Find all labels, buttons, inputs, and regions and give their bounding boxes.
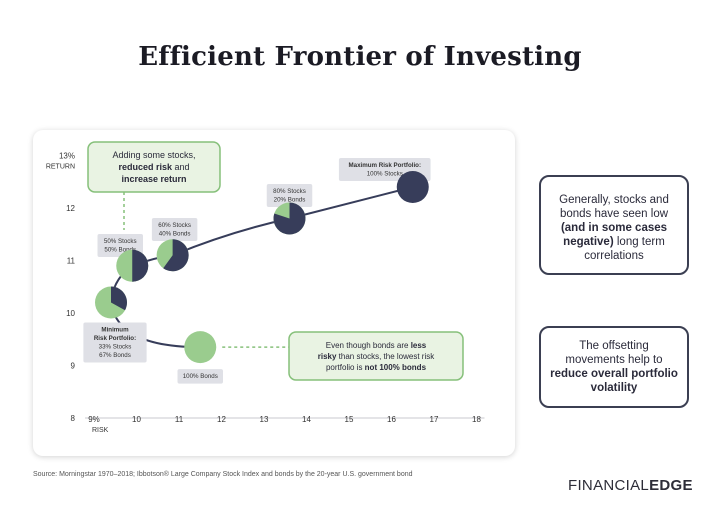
y-axis-label: RETURN <box>46 164 75 171</box>
y-tick-label: 12 <box>66 204 75 213</box>
y-tick-label: 8 <box>71 414 76 423</box>
y-tick-label: 10 <box>66 309 75 318</box>
min-risk-label-text: Risk Portfolio: <box>94 335 136 342</box>
x-tick-label: 17 <box>430 415 439 424</box>
bond-annotation-text: Even though bonds are <box>326 341 411 350</box>
stock-annotation-line: reduced risk and <box>118 162 189 172</box>
stock-annotation-text: Adding some stocks, <box>112 150 195 160</box>
frontier-line <box>109 186 413 349</box>
correlation-note: Generally, stocks and bonds have seen lo… <box>539 175 689 275</box>
stocks-60-label-text: 60% Stocks <box>158 222 191 229</box>
stock-annotation-line: increase return <box>121 174 186 184</box>
stock-annotation-text: and <box>172 162 190 172</box>
bond-annotation-text: than stocks, the lowest risk <box>336 352 435 361</box>
bond-only-label-box <box>177 369 223 384</box>
x-tick-label: 11 <box>175 415 184 424</box>
stock-annotation-box <box>87 141 221 193</box>
bond-annotation-text: portfolio is <box>326 363 365 372</box>
min-risk-label-text: 33% Stocks <box>99 344 132 351</box>
min-risk-label-text: Minimum <box>101 327 129 334</box>
chart-card: 9% 10 11 12 13 14 15 16 17 18 RISK 8 9 10 11 12 13% RETUR… <box>33 130 515 456</box>
max-risk-label-text: Maximum Risk Portfolio: <box>348 162 421 169</box>
stocks-60-label-text: 40% Bonds <box>159 231 191 238</box>
bond-annotation-bold: not 100% bonds <box>365 363 427 372</box>
x-tick-label: 18 <box>472 415 481 424</box>
stock-annotation-line: Adding some stocks, <box>112 150 195 160</box>
brand-logo: FINANCIALEDGE <box>568 477 693 494</box>
x-tick-label: 12 <box>217 415 226 424</box>
bond-annotation-line: risky than stocks, the lowest risk <box>318 352 436 361</box>
bond-annotation-line: Even though bonds are less <box>326 341 427 350</box>
pie-marker <box>184 331 217 364</box>
volatility-note: The offsetting movements help to reduce … <box>539 326 689 408</box>
y-tick-label: 13% <box>59 152 75 161</box>
x-tick-label: 15 <box>345 415 354 424</box>
source-citation: Source: Morningstar 1970–2018; Ibbotson®… <box>33 471 413 478</box>
pie-stock-slice <box>132 249 149 282</box>
stocks-80-label-box <box>266 184 313 207</box>
stock-annotation-bold: increase return <box>121 174 186 184</box>
stocks-60-label-box <box>151 218 198 241</box>
stock-annotation-bold: reduced risk <box>118 162 173 172</box>
min-risk-label-text: 67% Bonds <box>99 352 131 359</box>
x-tick-label: 13 <box>260 415 269 424</box>
volatility-note-bold: reduce overall portfolio volatility <box>550 368 678 394</box>
pie-marker <box>396 171 429 203</box>
bond-only-label-text: 100% Bonds <box>183 373 218 380</box>
y-tick-label: 11 <box>67 257 76 266</box>
bond-annotation-bold: less <box>411 341 427 350</box>
page-title: Efficient Frontier of Investing <box>138 42 582 72</box>
x-tick-label: 16 <box>387 415 396 424</box>
x-axis-label: RISK <box>92 427 109 434</box>
brand-part2: EDGE <box>649 477 693 494</box>
stocks-80-label-text: 80% Stocks <box>273 188 306 195</box>
pie-stock-slice <box>111 286 127 311</box>
correlation-note-text: Generally, stocks and bonds have seen lo… <box>559 194 669 220</box>
pie-stock-slice <box>163 239 189 272</box>
correlation-note-bold: (and in some cases negative) <box>560 222 668 248</box>
stocks-50-label-text: 50% Stocks <box>104 238 137 245</box>
volatility-note-text: The offsetting movements help to <box>565 340 663 366</box>
correlation-note-tail: long term correlations <box>584 236 665 262</box>
min-risk-label-box <box>83 322 147 363</box>
x-tick-label: 9% <box>88 415 100 424</box>
bond-annotation-bold: risky <box>318 352 337 361</box>
bond-annotation-box <box>288 331 464 381</box>
max-risk-label-text: 100% Stocks <box>367 171 403 178</box>
brand-part1: FINANCIAL <box>568 477 650 494</box>
stocks-50-label-text: 50% Bonds <box>104 247 136 254</box>
efficient-frontier-chart: 9% 10 11 12 13 14 15 16 17 18 RISK 8 9 10 11 12 13% RETUR… <box>46 141 485 434</box>
pie-stock-slice <box>273 202 306 235</box>
stocks-80-label-text: 20% Bonds <box>274 197 306 204</box>
x-tick-label: 10 <box>132 415 141 424</box>
bond-annotation-line: portfolio is not 100% bonds <box>326 363 427 372</box>
x-tick-label: 14 <box>302 415 311 424</box>
y-tick-label: 9 <box>71 362 76 371</box>
